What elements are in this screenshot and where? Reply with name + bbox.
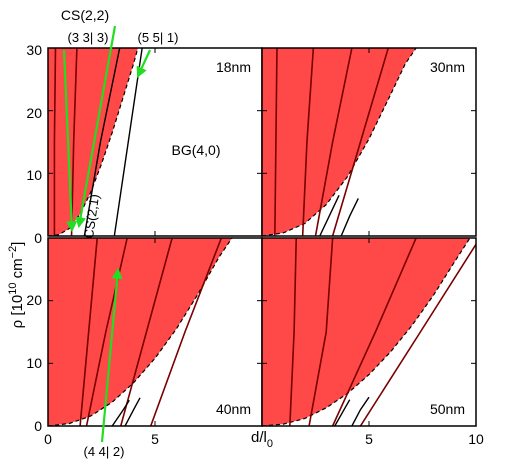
panel-content <box>262 48 417 236</box>
y-axis-label-mid: cm <box>9 258 26 282</box>
curve-0 <box>289 238 298 426</box>
arrow-551 <box>136 49 151 78</box>
x-axis-label-sub: 0 <box>267 438 273 450</box>
y-axis-label-sup2: −2 <box>7 246 19 259</box>
x-tick-label-10: 10 <box>468 431 484 447</box>
x-tick-label-5-left: 5 <box>151 431 159 447</box>
annotation-551: (5 5| 1) <box>138 30 179 45</box>
curve-3 <box>359 243 476 426</box>
curve-3 <box>149 238 223 426</box>
arrow-cs22 <box>75 25 117 229</box>
annotation-cs22: CS(2,2) <box>61 7 109 23</box>
curve-2 <box>119 238 173 426</box>
panel-50nm <box>261 237 477 427</box>
curve-0 <box>53 48 57 236</box>
panel-content <box>262 238 476 426</box>
curve-1 <box>308 238 334 426</box>
region-fill <box>262 238 470 426</box>
x-tick-label-5-right: 5 <box>365 431 373 447</box>
arrow-442 <box>100 267 123 443</box>
region-boundary <box>262 238 471 426</box>
curve-1 <box>70 48 78 236</box>
y-tick-label-10-top: 10 <box>26 167 42 183</box>
panel-40nm <box>47 237 263 427</box>
panel-30nm <box>261 47 477 237</box>
y-axis-label: ρ [1010 cm−2] <box>7 242 26 329</box>
annotation-arrows <box>62 25 151 443</box>
curve-0 <box>274 48 278 236</box>
region-fill <box>48 238 233 426</box>
boundary-line-1 <box>113 48 143 236</box>
annotation-333: (3 3| 3) <box>68 30 109 45</box>
curve-0 <box>79 238 99 426</box>
annotation-cs21: CS(2,1) <box>81 193 102 239</box>
boundary-line-1 <box>340 198 359 236</box>
annotation-bg40: BG(4,0) <box>171 142 220 158</box>
y-tick-label-10-bottom: 10 <box>26 355 42 371</box>
region-boundary <box>48 48 139 236</box>
curve-2 <box>331 238 417 426</box>
y-axis-label-end: ] <box>9 242 26 246</box>
region-fill <box>262 48 417 236</box>
curve-1 <box>301 48 315 236</box>
region-boundary <box>48 238 233 426</box>
y-tick-label-20-bottom: 20 <box>26 292 42 308</box>
boundary-line-1 <box>124 397 141 426</box>
x-axis-label: d/l0 <box>251 429 273 450</box>
boundary-line-1 <box>351 396 370 426</box>
y-axis-label-main: ρ [10 <box>9 295 26 329</box>
y-tick-label-0-top: 0 <box>34 230 42 246</box>
boundary-line-0 <box>83 48 121 236</box>
boundary-line-0 <box>334 399 351 426</box>
panel-label-18nm: 18nm <box>216 59 251 75</box>
boundary-line-0 <box>319 194 340 236</box>
y-tick-label-20-top: 20 <box>26 105 42 121</box>
x-tick-label-0: 0 <box>44 431 52 447</box>
annotation-442: (4 4| 2) <box>84 444 125 459</box>
region-boundary <box>262 48 417 236</box>
panels-layer <box>47 25 477 443</box>
panel-label-40nm: 40nm <box>216 401 251 417</box>
curve-2 <box>314 48 353 236</box>
panel-label-30nm: 30nm <box>430 59 465 75</box>
labels-layer: CS(2,2) (3 3| 3) (5 5| 1) BG(4,0) CS(2,1… <box>7 7 484 459</box>
y-tick-label-30-top: 30 <box>26 42 42 58</box>
boundary-line-0 <box>111 399 130 426</box>
arrow-333 <box>62 49 78 233</box>
x-axis-label-main: d/l <box>251 429 267 446</box>
panel-content <box>48 238 233 426</box>
y-axis-label-sup1: 10 <box>7 283 19 295</box>
y-tick-label-0-bottom: 0 <box>34 418 42 434</box>
panel-label-50nm: 50nm <box>430 401 465 417</box>
curve-3 <box>331 48 390 236</box>
